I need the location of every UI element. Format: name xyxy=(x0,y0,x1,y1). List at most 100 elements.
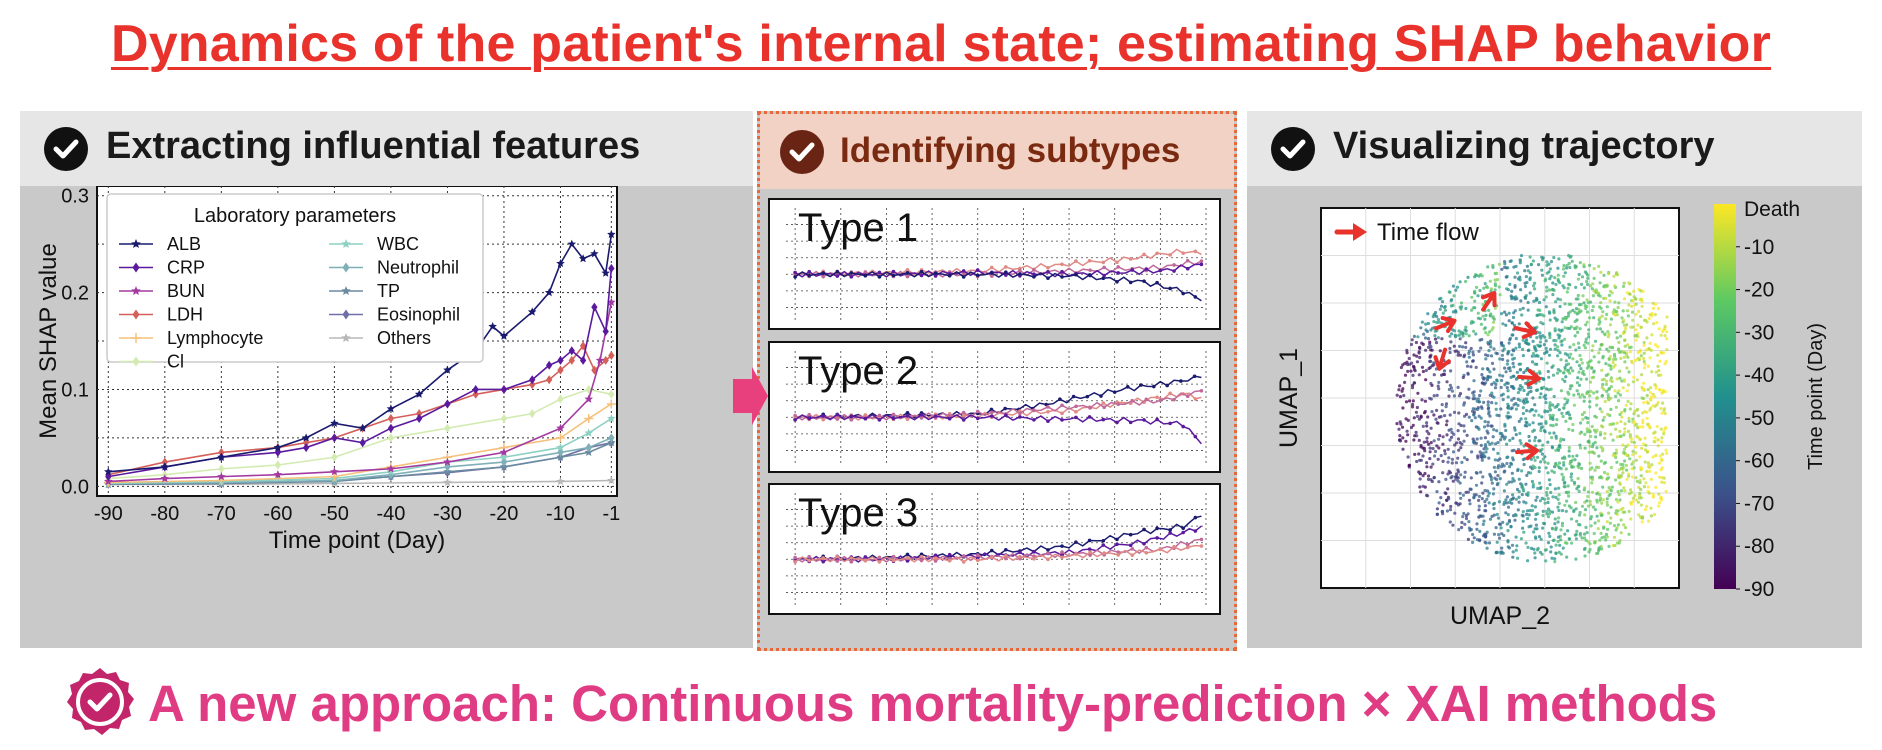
data-point xyxy=(1585,499,1589,503)
data-point xyxy=(1575,487,1579,491)
series-line xyxy=(108,388,612,480)
data-point xyxy=(416,409,423,419)
data-point xyxy=(1568,387,1572,391)
data-point xyxy=(1128,420,1133,425)
data-point xyxy=(1562,460,1566,465)
data-point xyxy=(1530,354,1534,358)
data-point xyxy=(1493,386,1498,390)
data-point xyxy=(1557,550,1561,554)
data-point xyxy=(1529,457,1533,461)
data-point xyxy=(1549,417,1553,421)
data-point xyxy=(1471,350,1475,354)
data-point xyxy=(1631,499,1635,504)
data-point xyxy=(1487,308,1491,312)
data-point xyxy=(1426,494,1430,498)
data-point xyxy=(1546,541,1551,545)
data-point xyxy=(1613,300,1617,304)
data-point xyxy=(1457,394,1461,398)
data-point xyxy=(1484,331,1488,335)
data-point xyxy=(1586,282,1590,287)
data-point xyxy=(1112,390,1117,394)
data-point xyxy=(1567,253,1571,258)
data-point xyxy=(1446,487,1450,491)
data-point xyxy=(1653,383,1657,387)
data-point xyxy=(1638,437,1642,441)
data-point xyxy=(1613,389,1617,393)
data-point xyxy=(1501,551,1505,555)
data-point xyxy=(1506,545,1510,549)
arrow-icon xyxy=(1433,347,1451,371)
data-point xyxy=(1458,491,1462,495)
data-point xyxy=(1609,378,1613,382)
data-point xyxy=(807,554,811,559)
data-point xyxy=(1560,328,1564,332)
data-point xyxy=(1551,403,1555,407)
data-point xyxy=(1626,309,1630,313)
data-point xyxy=(1395,393,1399,397)
data-point xyxy=(1556,348,1560,352)
data-point xyxy=(1413,434,1417,438)
data-point xyxy=(1468,502,1472,506)
data-point xyxy=(1607,332,1611,336)
data-point xyxy=(1552,470,1556,474)
data-point xyxy=(1403,380,1407,384)
data-point xyxy=(1454,334,1458,338)
data-point xyxy=(1510,471,1514,475)
data-point xyxy=(1663,324,1667,328)
data-point xyxy=(1564,419,1568,423)
data-point xyxy=(1583,486,1587,490)
data-point xyxy=(1074,410,1078,414)
data-point xyxy=(1199,537,1204,542)
data-point xyxy=(1588,400,1592,404)
data-point xyxy=(1521,519,1525,523)
data-point xyxy=(1513,518,1517,522)
data-point xyxy=(1595,396,1599,400)
data-point xyxy=(1645,450,1649,454)
data-point xyxy=(1556,266,1560,270)
data-point xyxy=(1456,456,1460,460)
data-point xyxy=(1472,329,1476,333)
data-point xyxy=(1525,264,1529,268)
data-point xyxy=(1507,341,1511,345)
data-point xyxy=(1471,437,1475,441)
data-point xyxy=(821,271,826,275)
data-point xyxy=(1402,393,1406,398)
data-point xyxy=(1572,393,1576,397)
data-point xyxy=(1556,535,1561,539)
x-tick-label: -80 xyxy=(150,503,179,525)
data-point xyxy=(1528,423,1532,427)
data-point xyxy=(1004,547,1008,552)
data-point xyxy=(1592,267,1596,271)
data-point xyxy=(1542,343,1546,347)
data-point xyxy=(1590,287,1594,291)
data-point xyxy=(1648,356,1652,360)
data-point xyxy=(1511,315,1516,320)
data-point xyxy=(1525,341,1529,346)
data-point xyxy=(1628,350,1632,354)
data-point xyxy=(1499,551,1503,555)
data-point xyxy=(1455,349,1459,353)
data-point xyxy=(1629,325,1633,329)
data-point xyxy=(1580,413,1584,417)
data-point xyxy=(1530,479,1534,484)
data-point xyxy=(1415,360,1419,364)
data-point xyxy=(1516,508,1520,512)
data-point xyxy=(1623,427,1627,431)
data-point xyxy=(1663,412,1667,416)
data-point xyxy=(1652,440,1656,444)
data-point xyxy=(1453,329,1457,333)
data-point xyxy=(1437,437,1441,441)
colorbar-tick-label: -80 xyxy=(1744,535,1774,558)
data-point xyxy=(1665,315,1669,319)
data-point xyxy=(1651,306,1655,310)
data-point xyxy=(1587,428,1591,432)
data-point xyxy=(1539,336,1543,340)
data-point xyxy=(1625,477,1629,481)
data-point xyxy=(1606,527,1610,531)
data-point xyxy=(1540,496,1544,500)
data-point xyxy=(1585,531,1589,535)
data-point xyxy=(1427,432,1431,436)
data-point xyxy=(1199,259,1204,263)
data-point xyxy=(919,269,924,274)
data-point xyxy=(1130,547,1135,551)
